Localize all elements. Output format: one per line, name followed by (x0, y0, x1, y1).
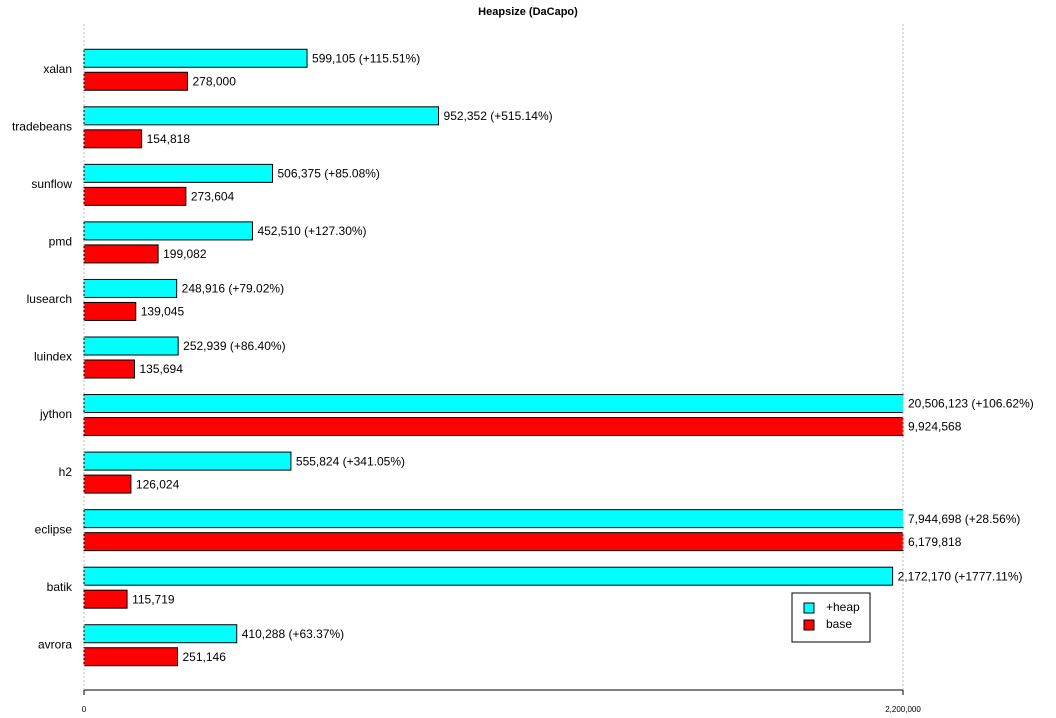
value-label: 126,024 (136, 477, 180, 491)
legend-label: base (826, 617, 852, 631)
value-label: 251,146 (182, 650, 226, 664)
value-label: 410,288 (+63.37%) (242, 627, 344, 641)
bar (83, 647, 178, 667)
value-label: 6,179,818 (908, 535, 962, 549)
legend-label: +heap (826, 600, 860, 614)
legend-swatch (803, 619, 815, 631)
value-label: 9,924,568 (908, 420, 962, 434)
bar (83, 129, 143, 149)
value-label: 273,604 (191, 190, 235, 204)
y-tick-label: pmd (49, 235, 72, 249)
value-label: 135,694 (140, 362, 184, 376)
x-tick-label: 0 (82, 705, 87, 714)
bar (83, 566, 894, 586)
bar (83, 417, 904, 437)
bar (83, 48, 308, 68)
value-label: 154,818 (147, 132, 191, 146)
value-label: 199,082 (163, 247, 207, 261)
bar (83, 71, 188, 91)
y-tick-label: jython (39, 407, 72, 421)
value-label: 20,506,123 (+106.62%) (908, 397, 1034, 411)
y-tick-label: luindex (34, 350, 72, 364)
y-tick-label: eclipse (35, 522, 73, 536)
y-tick-label: xalan (43, 62, 72, 76)
value-label: 952,352 (+515.14%) (444, 109, 553, 123)
value-label: 115,719 (132, 592, 175, 606)
bar (83, 589, 128, 609)
y-tick-label: tradebeans (12, 119, 72, 133)
legend (791, 592, 871, 643)
value-label: 452,510 (+127.30%) (257, 224, 366, 238)
bar (83, 278, 178, 298)
y-tick-label: h2 (59, 465, 73, 479)
value-label: 248,916 (+79.02%) (182, 282, 284, 296)
bar (83, 244, 159, 264)
y-tick-label: lusearch (27, 292, 72, 306)
y-tick-label: sunflow (31, 177, 72, 191)
bar (83, 301, 137, 321)
y-tick-label: batik (47, 580, 73, 594)
value-label: 139,045 (141, 305, 185, 319)
bars (83, 48, 904, 667)
value-label: 252,939 (+86.40%) (183, 339, 285, 353)
bar (83, 474, 132, 494)
bar (83, 221, 253, 241)
bar (83, 509, 904, 529)
value-label: 278,000 (192, 74, 236, 88)
bar (83, 336, 179, 356)
bar (83, 624, 238, 644)
bar (83, 163, 274, 183)
value-label: 2,172,170 (+1777.11%) (898, 569, 1023, 583)
chart-title: Heapsize (DaCapo) (478, 6, 578, 18)
value-label: 7,944,698 (+28.56%) (908, 512, 1020, 526)
bar (83, 359, 136, 379)
bar (83, 451, 292, 471)
value-label: 506,375 (+85.08%) (278, 167, 380, 181)
x-tick-label: 2,200,000 (885, 705, 921, 714)
bar (83, 394, 904, 414)
value-label: 555,824 (+341.05%) (296, 454, 405, 468)
legend-swatch (803, 602, 815, 614)
y-tick-label: avrora (38, 637, 72, 651)
value-label: 599,105 (+115.51%) (312, 51, 420, 65)
bar (83, 186, 187, 206)
bar (83, 106, 440, 126)
